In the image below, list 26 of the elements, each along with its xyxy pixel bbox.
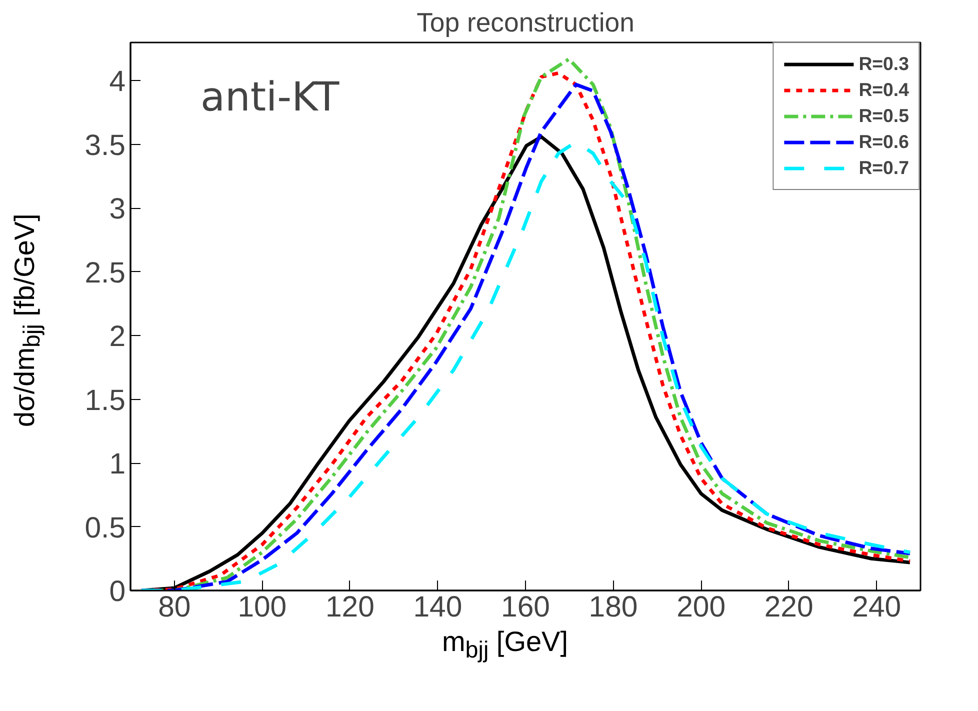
x-tick-label: 200 (676, 590, 726, 624)
x-tick-label: 80 (158, 590, 191, 624)
y-tick-label: 3.5 (84, 128, 126, 162)
y-tick-label: 3 (109, 192, 126, 226)
x-tick-label: 220 (764, 590, 814, 624)
chart-title: Top reconstruction (416, 8, 634, 38)
annotation: anti-KT (200, 74, 340, 120)
legend-label: R=0.7 (858, 157, 909, 179)
legend-label: R=0.5 (858, 105, 909, 127)
x-tick-label: 140 (413, 590, 462, 624)
legend-label: R=0.3 (858, 53, 909, 75)
x-axis-title: m$_{bjj}$ [GeV] (442, 625, 568, 665)
x-tick-label: 160 (501, 590, 550, 624)
y-tick-label: 0 (109, 575, 126, 608)
legend-label: R=0.6 (858, 131, 909, 153)
x-tick-label: 100 (238, 590, 287, 624)
y-tick-label: 4 (109, 65, 126, 98)
legend-label: R=0.4 (858, 79, 909, 101)
y-tick-label: 0.5 (84, 511, 126, 544)
x-tick-label: 120 (325, 590, 374, 624)
y-tick-label: 1 (109, 448, 126, 481)
y-tick-label: 2.5 (84, 256, 126, 290)
x-tick-label: 180 (588, 590, 638, 624)
y-tick-label: 1.5 (84, 384, 126, 417)
x-tick-label: 240 (852, 590, 902, 624)
y-tick-label: 2 (109, 320, 126, 354)
